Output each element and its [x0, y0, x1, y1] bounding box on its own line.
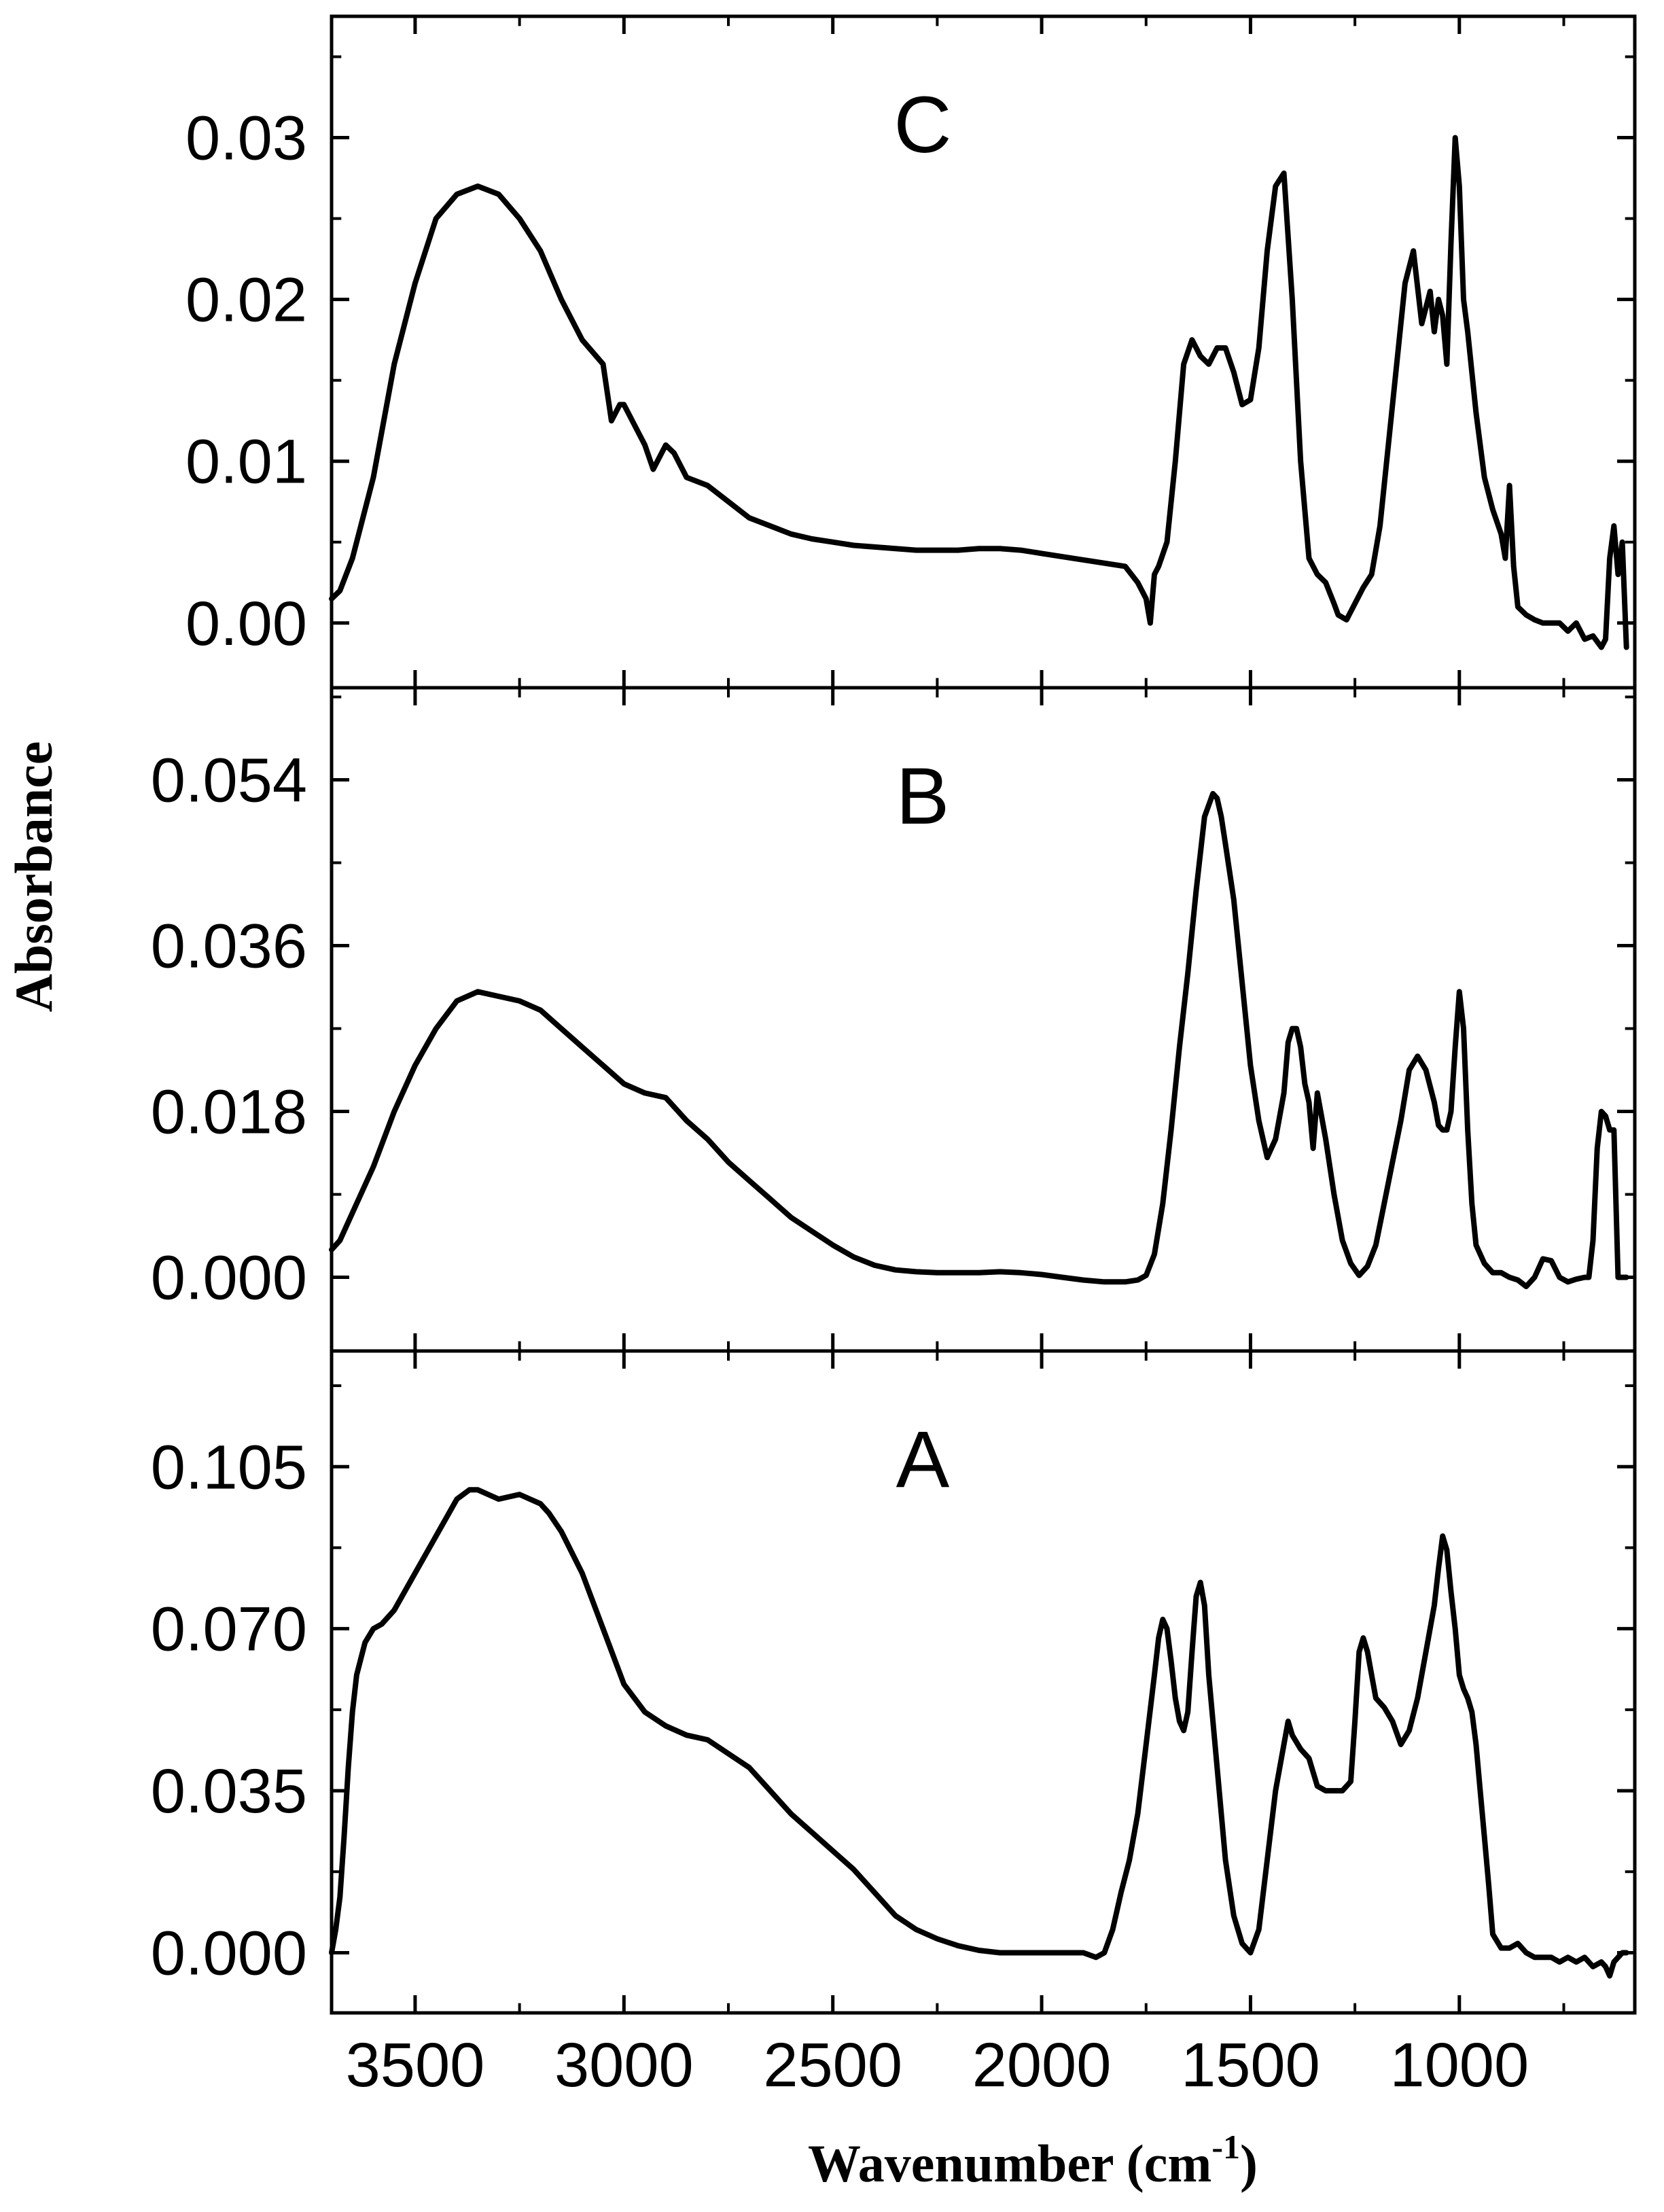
- y-axis-title: Absorbance: [4, 741, 63, 1013]
- panel-c-frame: [330, 14, 1637, 690]
- panel-c-y-tick-label: 0.01: [185, 427, 307, 497]
- panel-b-y-tick-label: 0.018: [151, 1078, 307, 1147]
- x-tick-label: 2500: [763, 2031, 902, 2100]
- panel-c-spectrum-line: [329, 135, 1629, 650]
- axes-layer: [330, 14, 1637, 2015]
- x-tick-label: 3000: [554, 2031, 694, 2100]
- panel-c-y-tick-label: 0.00: [185, 589, 307, 659]
- x-axis-title-superscript: -1: [1211, 2128, 1240, 2166]
- panel-b-y-tick-label: 0.036: [151, 912, 307, 981]
- panel-a-y-tick-label: 0.035: [151, 1757, 307, 1826]
- panel-b-y-tick-label: 0.054: [151, 746, 307, 815]
- panel-c-y-tick-label: 0.02: [185, 266, 307, 335]
- data-layer: [329, 135, 1629, 1979]
- panel-c-label: C: [893, 80, 951, 170]
- panel-a-frame: [330, 1349, 1637, 2015]
- panel-a-y-tick-label: 0.000: [151, 1918, 307, 1988]
- panel-a-y-tick-label: 0.070: [151, 1595, 307, 1664]
- panel-b-y-tick-label: 0.000: [151, 1244, 307, 1313]
- x-axis-title-close: ): [1240, 2134, 1258, 2193]
- x-axis-title-text: Wavenumber (cm: [808, 2134, 1211, 2193]
- text-layer: Absorbance Wavenumber (cm-1) 0.00 0.01 0.0…: [4, 80, 1529, 2193]
- panel-c-y-tick-label: 0.03: [185, 104, 307, 173]
- panel-b-label: B: [896, 752, 950, 841]
- panel-a-y-tick-label: 0.105: [151, 1433, 307, 1502]
- x-axis-title: Wavenumber (cm-1): [808, 2128, 1258, 2193]
- panel-a-spectrum-line: [329, 1487, 1629, 1979]
- x-tick-label: 3500: [346, 2031, 485, 2100]
- panel-b-frame: [330, 686, 1637, 1353]
- panel-a-label: A: [896, 1415, 950, 1505]
- x-tick-label: 1500: [1181, 2031, 1320, 2100]
- x-tick-label: 2000: [972, 2031, 1112, 2100]
- x-tick-label: 1000: [1389, 2031, 1529, 2100]
- panel-b-spectrum-line: [329, 790, 1629, 1290]
